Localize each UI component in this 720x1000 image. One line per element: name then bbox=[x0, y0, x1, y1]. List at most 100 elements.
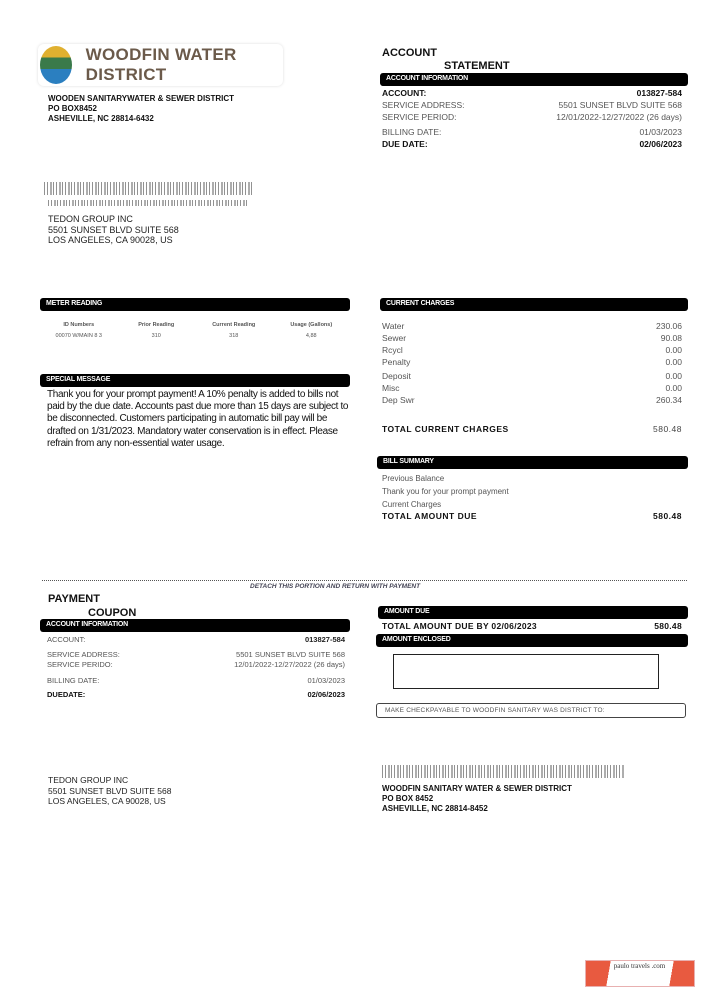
coupon-account-header: ACCOUNT INFORMATION bbox=[40, 619, 350, 632]
payable-notice: MAKE CHECKPAYABLE TO WOODFIN SANITARY WA… bbox=[376, 703, 686, 718]
recipient-line: TEDON GROUP INC bbox=[48, 214, 133, 224]
label: ACCOUNT: bbox=[382, 88, 427, 98]
coupon-title: PAYMENT bbox=[48, 593, 100, 605]
label: SERVICE ADDRESS: bbox=[47, 649, 120, 659]
label: ACCOUNT: bbox=[47, 634, 86, 644]
bill-summary: Previous Balance Thank you for your prom… bbox=[382, 472, 682, 522]
column-header: Usage (Gallons) bbox=[290, 322, 333, 328]
recipient-line: LOS ANGELES, CA 90028, US bbox=[48, 235, 173, 245]
account-number: 013827-584 bbox=[636, 88, 682, 98]
coupon-account-info: ACCOUNT: 013827-584 SERVICE ADDRESS: 5501 … bbox=[47, 633, 345, 700]
service-period: 12/01/2022-12/27/2022 (26 days) bbox=[556, 112, 682, 122]
charge-row: Penalty 0.00 bbox=[382, 356, 682, 368]
charge-row: Deposit 0.00 bbox=[382, 370, 682, 382]
recipient-line: 5501 SUNSET BLVD SUITE 568 bbox=[48, 224, 179, 235]
account-info-header: ACCOUNT INFORMATION bbox=[380, 73, 688, 86]
charge-label: Rcycl bbox=[382, 345, 403, 355]
watermark-logo: paulo travels .com bbox=[585, 960, 695, 987]
billing-date: 01/03/2023 bbox=[307, 675, 345, 685]
charge-row: Water 230.06 bbox=[382, 320, 682, 332]
label: SERVICE PERIDO: bbox=[47, 659, 113, 669]
current-charges-header: CURRENT CHARGES bbox=[380, 298, 688, 311]
due-date: 02/06/2023 bbox=[307, 689, 345, 699]
charge-row: Rcycl 0.00 bbox=[382, 344, 682, 356]
remit-address: WOODFIN SANITARY WATER & SEWER DISTRICT … bbox=[382, 784, 572, 814]
amount-due-header: AMOUNT DUE bbox=[378, 606, 688, 619]
sender-line: WOODEN SANITARYWATER & SEWER DISTRICT bbox=[48, 94, 235, 103]
charge-value: 260.34 bbox=[656, 395, 682, 405]
charge-value: 0.00 bbox=[665, 345, 682, 355]
logo-text: WOODFIN WATER DISTRICT bbox=[85, 45, 237, 84]
total-due-label: TOTAL AMOUNT DUE bbox=[382, 511, 478, 521]
billing-date: 01/03/2023 bbox=[639, 127, 682, 137]
label: SERVICE PERIOD: bbox=[382, 112, 457, 122]
payer-line: LOS ANGELES, CA 90028, US bbox=[48, 796, 166, 806]
bill-summary-header: BILL SUMMARY bbox=[377, 456, 688, 469]
sender-line: PO BOX8452 bbox=[48, 104, 97, 113]
summary-item: Thank you for your prompt payment bbox=[382, 486, 509, 496]
charge-value: 0.00 bbox=[665, 383, 682, 393]
service-period: 12/01/2022-12/27/2022 (26 days) bbox=[234, 659, 345, 669]
charge-value: 230.06 bbox=[656, 321, 682, 331]
watermark-text: paulo travels .com bbox=[613, 962, 666, 970]
barcode bbox=[382, 765, 624, 778]
charge-label: Misc bbox=[382, 383, 400, 393]
detach-line bbox=[42, 580, 687, 581]
account-number: 013827-584 bbox=[304, 634, 345, 644]
special-message-header: SPECIAL MESSAGE bbox=[40, 374, 350, 387]
charge-row: Dep Swr 260.34 bbox=[382, 394, 682, 406]
usage: 4,88 bbox=[305, 333, 317, 339]
charge-value: 0.00 bbox=[665, 357, 682, 367]
barcode-text bbox=[48, 200, 248, 206]
remit-line: WOODFIN SANITARY WATER & SEWER DISTRICT bbox=[382, 784, 572, 793]
payer-line: TEDON GROUP INC bbox=[48, 775, 129, 785]
service-address: 5501 SUNSET BLVD SUITE 568 bbox=[236, 649, 345, 659]
label: SERVICE ADDRESS: bbox=[382, 100, 465, 110]
charge-label: Water bbox=[382, 321, 405, 331]
remit-line: ASHEVILLE, NC 28814-8452 bbox=[382, 804, 488, 813]
account-info: ACCOUNT: 013827-584 SERVICE ADDRESS: 5501 … bbox=[382, 87, 682, 150]
amount-due-label: TOTAL AMOUNT DUE BY 02/06/2023 bbox=[382, 621, 537, 631]
payer-line: 5501 SUNSET BLVD SUITE 568 bbox=[48, 785, 172, 796]
charges-list: Water 230.06 Sewer 90.08 Rcycl 0.00 Penalty… bbox=[382, 320, 682, 435]
prior-reading: 310 bbox=[151, 333, 161, 339]
label: DUE DATE: bbox=[382, 139, 428, 149]
column-header: ID Numbers bbox=[63, 322, 95, 328]
charge-row: Sewer 90.08 bbox=[382, 332, 682, 344]
charge-value: 0.00 bbox=[665, 371, 682, 381]
total-charges-value: 580.48 bbox=[653, 424, 682, 434]
statement-subtitle: STATEMENT bbox=[444, 60, 510, 72]
summary-item: Current Charges bbox=[382, 499, 442, 509]
logo: WOODFIN WATER DISTRICT bbox=[38, 44, 283, 86]
sender-line: ASHEVILLE, NC 28814-6432 bbox=[48, 114, 154, 123]
meter-reading-header: METER READING bbox=[40, 298, 350, 311]
detach-instruction: DETACH THIS PORTION AND RETURN WITH PAYM… bbox=[250, 583, 421, 590]
charge-label: Penalty bbox=[382, 357, 411, 367]
amount-enclosed-header: AMOUNT ENCLOSED bbox=[376, 634, 688, 647]
service-address: 5501 SUNSET BLVD SUITE 568 bbox=[558, 100, 682, 110]
label: BILLING DATE: bbox=[47, 675, 100, 685]
total-due-value: 580.48 bbox=[653, 511, 682, 521]
payer-address: TEDON GROUP INC 5501 SUNSET BLVD SUITE 5… bbox=[48, 775, 171, 807]
logo-mountain-icon bbox=[40, 46, 72, 84]
column-header: Prior Reading bbox=[138, 322, 175, 328]
label: BILLING DATE: bbox=[382, 127, 442, 137]
special-message-text: Thank you for your prompt payment! A 10%… bbox=[47, 389, 349, 449]
due-date: 02/06/2023 bbox=[639, 139, 682, 149]
charge-label: Dep Swr bbox=[382, 395, 415, 405]
charge-value: 90.08 bbox=[660, 333, 682, 343]
meter-table: ID Numbers Prior Reading Current Reading Us… bbox=[40, 322, 350, 339]
amount-due-value: 580.48 bbox=[654, 621, 682, 631]
meter-id: 00070 W/MAIN 8 3 bbox=[55, 333, 102, 339]
column-header: Current Reading bbox=[212, 322, 256, 328]
charge-label: Deposit bbox=[382, 371, 411, 381]
sender-address: WOODEN SANITARYWATER & SEWER DISTRICT PO… bbox=[48, 94, 234, 124]
amount-due-row: TOTAL AMOUNT DUE BY 02/06/2023 580.48 bbox=[382, 620, 682, 632]
current-reading: 318 bbox=[229, 333, 239, 339]
barcode bbox=[44, 182, 254, 195]
charge-row: Misc 0.00 bbox=[382, 382, 682, 394]
charge-label: Sewer bbox=[382, 333, 407, 343]
recipient-address: TEDON GROUP INC 5501 SUNSET BLVD SUITE 5… bbox=[48, 214, 179, 246]
label: DUEDATE: bbox=[47, 689, 86, 699]
amount-enclosed-input[interactable] bbox=[393, 654, 659, 689]
